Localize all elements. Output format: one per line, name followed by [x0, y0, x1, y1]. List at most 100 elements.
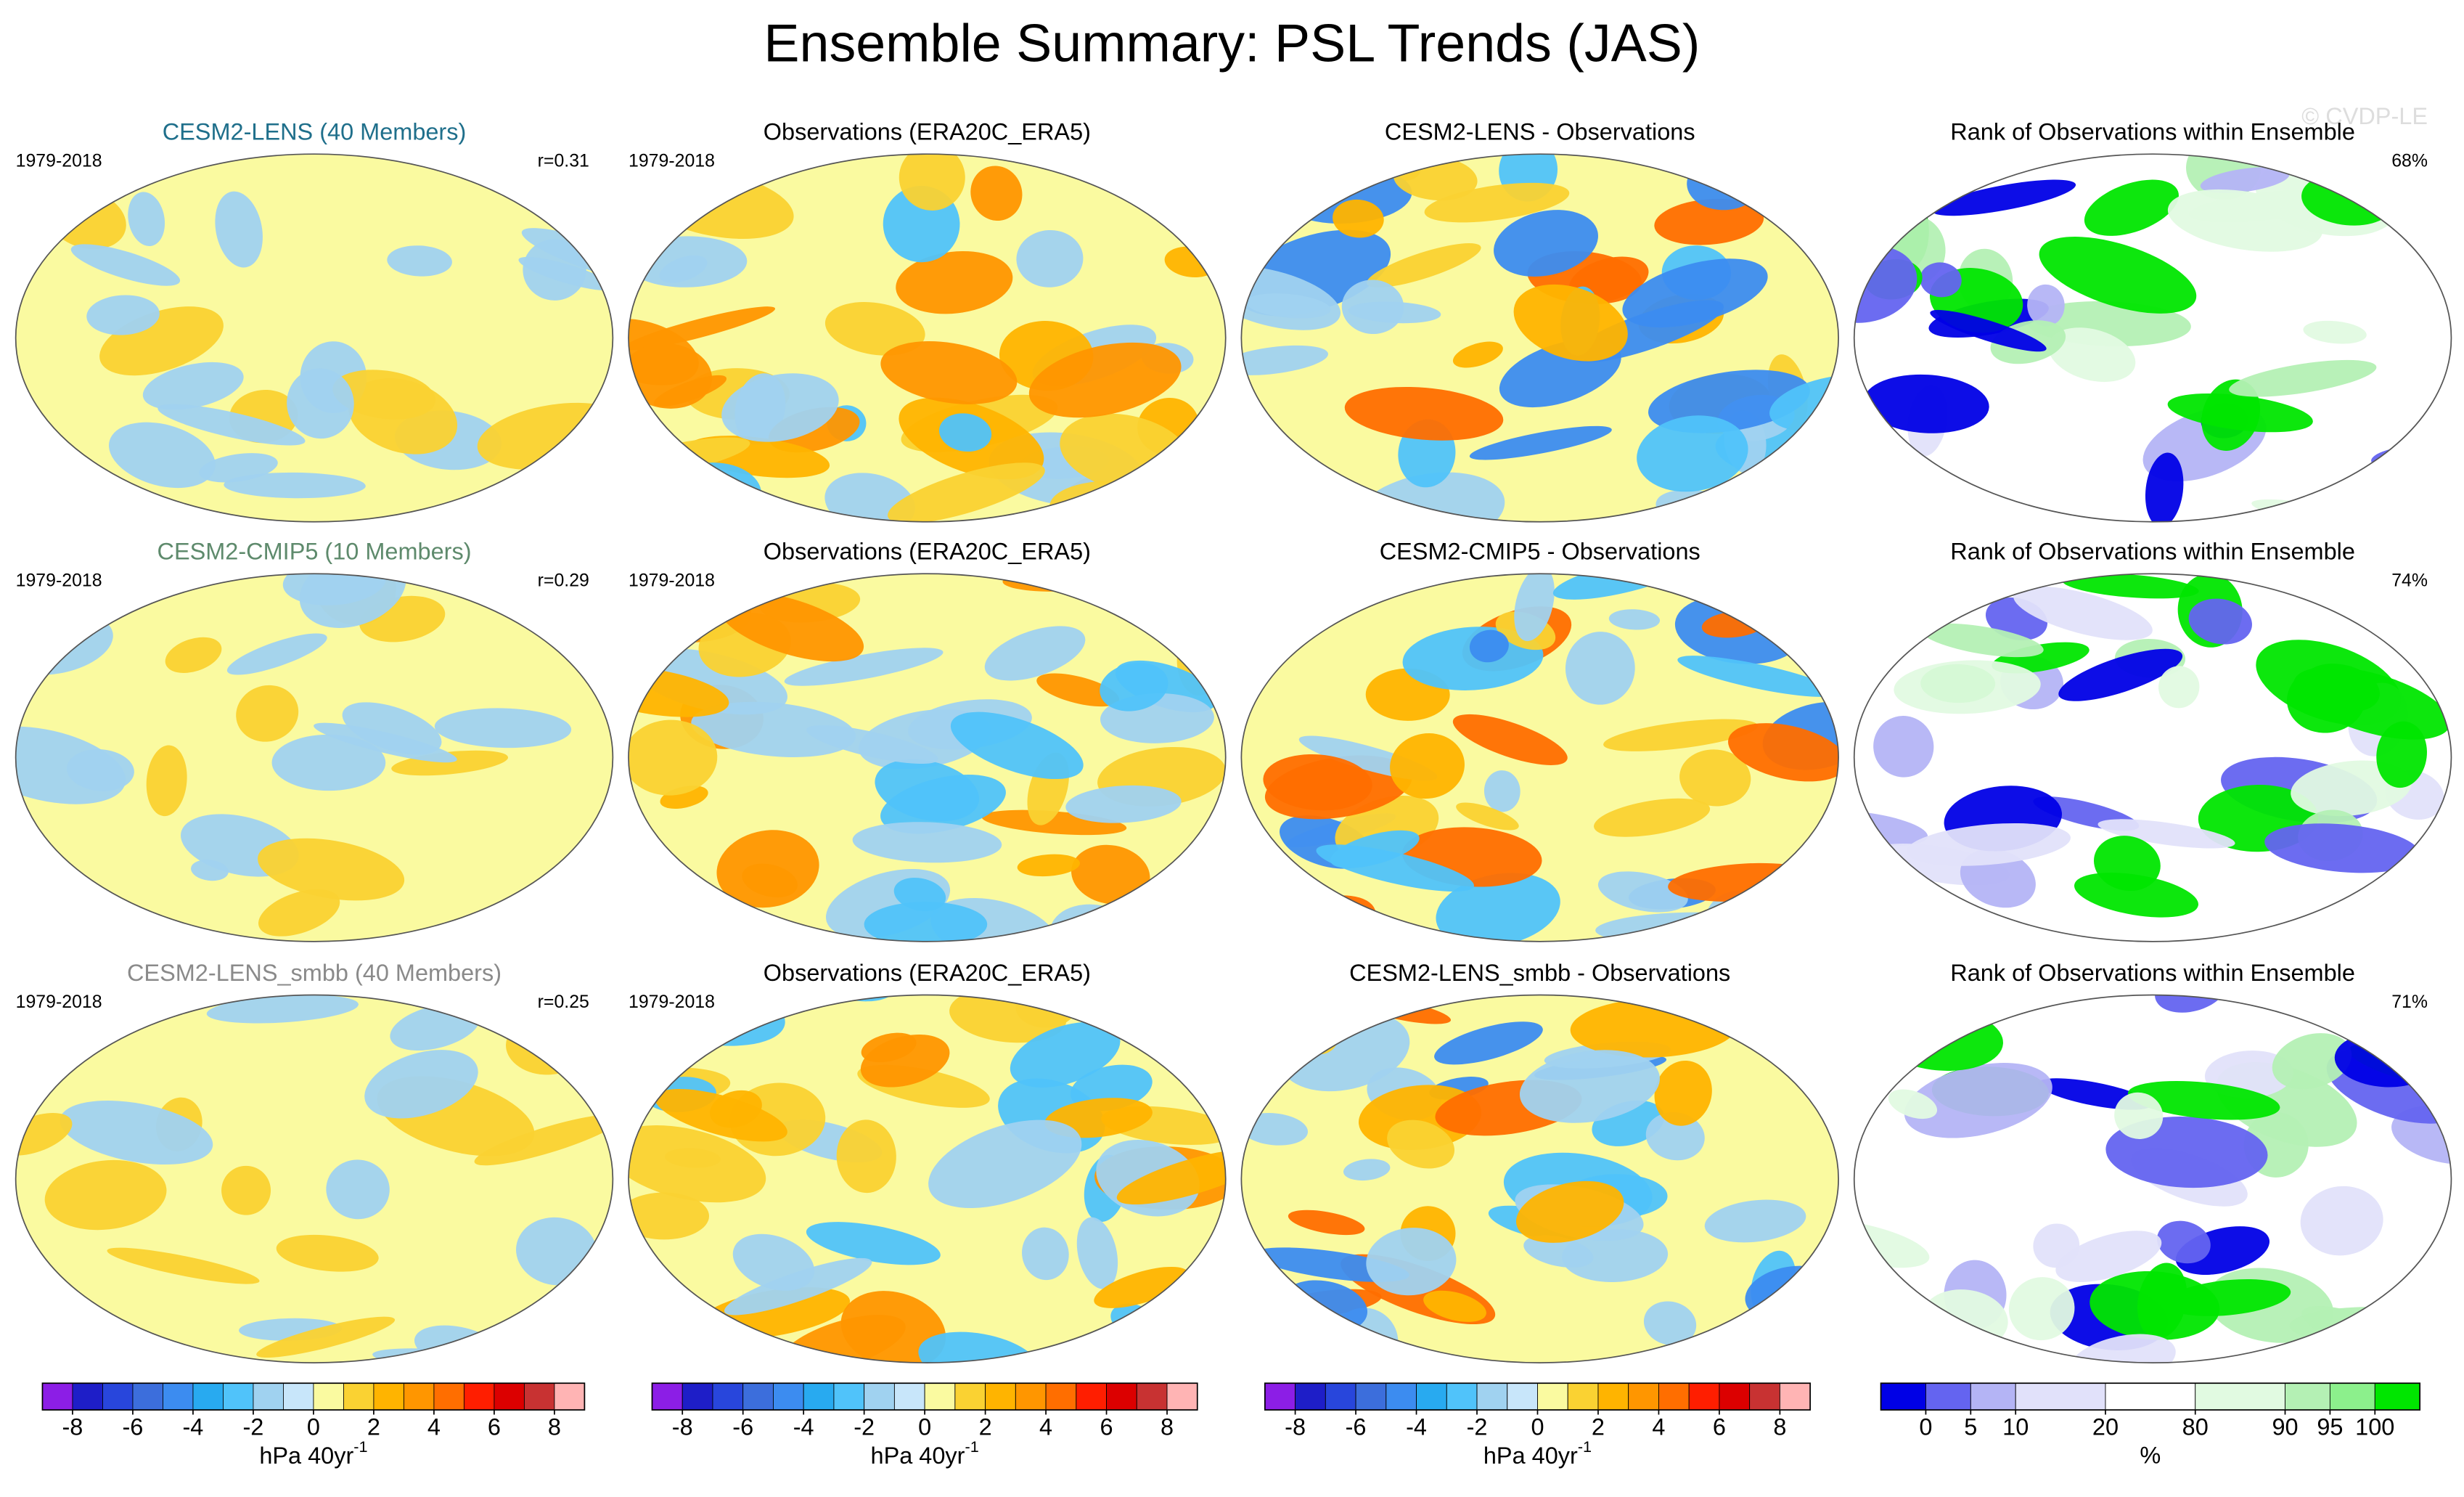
colorbar-box	[773, 1382, 804, 1411]
colorbar-box	[192, 1382, 224, 1411]
map-region	[109, 422, 216, 489]
colorbar-box	[1446, 1382, 1478, 1411]
map-region	[2048, 327, 2136, 383]
map-region	[518, 256, 613, 291]
map-region	[1523, 1235, 1594, 1268]
colorbar-box	[494, 1382, 525, 1411]
colorbar-box	[1719, 1382, 1751, 1411]
colorbar-tick-label: -2	[1467, 1414, 1488, 1440]
map-region	[2303, 320, 2367, 344]
map-region	[1930, 309, 2047, 352]
map-region	[2300, 1186, 2383, 1256]
colorbar-box	[1386, 1382, 1417, 1411]
unit-superscript: -1	[965, 1437, 978, 1456]
colorbar-box	[742, 1382, 774, 1411]
map-region	[1594, 798, 1711, 837]
map-region	[2068, 1334, 2176, 1363]
map-region	[939, 413, 992, 452]
colorbar-box	[343, 1382, 374, 1411]
panel-right-label: r=0.31	[538, 151, 589, 171]
colorbar-unit: hPa 40yr-1	[871, 1437, 979, 1469]
map-region	[1677, 656, 1837, 697]
map-region	[191, 860, 229, 881]
colorbar-tick-label: 80	[2182, 1414, 2209, 1440]
colorbar-tick-label: 2	[979, 1414, 992, 1440]
map-region	[1654, 1060, 1712, 1126]
colorbar-box	[924, 1382, 956, 1411]
colorbar-tick-label: 10	[2002, 1414, 2029, 1440]
colorbar-tick-label: 4	[1039, 1414, 1052, 1440]
map-region	[2097, 819, 2235, 849]
map-region	[1519, 1050, 1660, 1123]
map-region	[165, 637, 222, 673]
colorbar-box	[1658, 1382, 1690, 1411]
unit-superscript: -1	[1578, 1437, 1592, 1456]
colorbar-unit: %	[2140, 1443, 2161, 1469]
map-region	[1278, 1002, 1325, 1061]
map-region	[864, 902, 988, 942]
map-region	[824, 302, 925, 356]
map-region	[950, 711, 1084, 780]
colorbar-box	[2015, 1382, 2106, 1411]
colorbar-box	[1264, 1382, 1296, 1411]
map-region	[1330, 830, 1420, 868]
map-region	[1245, 293, 1331, 319]
colorbar-box	[1045, 1382, 1077, 1411]
map-region	[1608, 609, 1661, 630]
colorbar-box	[1880, 1382, 1926, 1411]
map-region	[1344, 386, 1504, 441]
colorbar-box	[1136, 1382, 1168, 1411]
map-region	[1514, 574, 1555, 642]
map-region	[128, 192, 165, 246]
map-region	[276, 1234, 379, 1272]
map-region	[258, 889, 340, 937]
map-region	[2137, 1263, 2187, 1339]
map-region	[1515, 1180, 1624, 1243]
colorbar-tick-label: 95	[2317, 1414, 2343, 1440]
colorbar-box	[682, 1382, 713, 1411]
panel-right-label: 71%	[2391, 992, 2428, 1012]
map-outline	[15, 994, 614, 1363]
map-region	[1854, 1015, 1917, 1055]
colorbar-box	[102, 1382, 134, 1411]
map-region	[107, 1247, 260, 1284]
map-region	[1562, 1229, 1669, 1282]
map-region	[1017, 854, 1080, 877]
map-region	[271, 734, 386, 791]
colorbar-tick-label: 4	[427, 1414, 441, 1440]
map-region	[1016, 229, 1084, 287]
colorbar-box	[554, 1382, 585, 1411]
map-region	[86, 295, 160, 335]
map-region	[1022, 1227, 1069, 1281]
map-region	[2200, 167, 2290, 194]
map-region	[2145, 452, 2184, 522]
panel-title: CESM2-CMIP5 (10 Members)	[157, 539, 472, 565]
map-region	[2165, 1279, 2291, 1316]
map-region	[2114, 1092, 2164, 1139]
map-region	[2127, 1081, 2280, 1120]
map-region	[888, 462, 1045, 522]
colorbar-box	[864, 1382, 895, 1411]
map	[1854, 154, 2452, 522]
colorbar-box	[1688, 1382, 1720, 1411]
map-region	[861, 1032, 917, 1063]
map-region	[326, 1159, 390, 1220]
panel-title: Rank of Observations within Ensemble	[1950, 539, 2355, 565]
map	[15, 574, 613, 942]
unit-superscript: -1	[353, 1437, 367, 1456]
colorbar-box	[1628, 1382, 1659, 1411]
map-region	[691, 701, 856, 757]
map-region	[2251, 499, 2406, 522]
colorbar-box	[72, 1382, 103, 1411]
map-region	[256, 1316, 396, 1358]
map-region	[1921, 623, 2044, 658]
map-region	[1469, 629, 1509, 663]
colorbar-tick-label: 100	[2355, 1414, 2394, 1440]
colorbar-box	[2195, 1382, 2285, 1411]
colorbar-tick-label: -2	[242, 1414, 263, 1440]
colorbar-box	[2329, 1382, 2375, 1411]
colorbar-box	[523, 1382, 555, 1411]
colorbar-tick-label: 8	[548, 1414, 561, 1440]
map-region	[732, 1233, 815, 1291]
